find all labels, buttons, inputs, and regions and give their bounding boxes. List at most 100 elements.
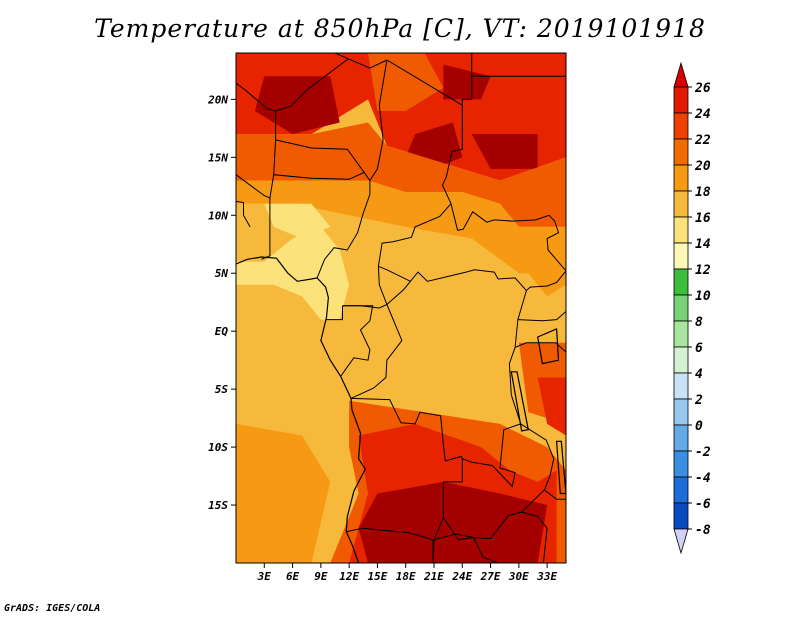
country-border xyxy=(340,305,374,377)
lon-tick-label: 30E xyxy=(508,570,529,583)
country-border xyxy=(386,280,411,305)
colorbar-swatch xyxy=(673,476,689,504)
lake-malawi xyxy=(555,440,566,495)
colorbar-swatch xyxy=(673,112,689,140)
colorbar-label: 2 xyxy=(694,393,703,408)
colorbar-swatch xyxy=(673,450,689,478)
colorbar-label: 24 xyxy=(694,107,711,122)
country-border xyxy=(342,59,463,309)
country-border xyxy=(378,265,566,292)
lat-tick-label: 5N xyxy=(215,267,229,280)
country-border xyxy=(236,200,251,228)
lat-tick-label: 15N xyxy=(208,151,228,164)
colorbar-label: -4 xyxy=(695,471,711,486)
temp-region-east-africa-warm xyxy=(518,226,566,297)
lat-tick-label: 15S xyxy=(208,499,228,512)
country-border xyxy=(269,171,371,198)
lon-tick-label: 27E xyxy=(480,570,501,583)
colorbar-label: 26 xyxy=(694,81,711,96)
map-title: Temperature at 850hPa [C], VT: 201910191… xyxy=(94,14,706,43)
colorbar-mask xyxy=(673,529,689,584)
grads-credit: GrADS: IGES/COLA xyxy=(4,603,101,614)
lat-tick-label: 20N xyxy=(207,93,228,106)
colorbar-swatch xyxy=(673,346,689,374)
country-border xyxy=(334,53,349,60)
temp-region-nigeria-cool xyxy=(264,203,331,239)
country-border xyxy=(521,511,548,563)
colorbar-label: 16 xyxy=(695,211,711,226)
colorbar-label: 22 xyxy=(694,133,711,148)
country-border xyxy=(275,139,365,173)
lat-tick-label: EQ xyxy=(215,325,229,338)
country-border xyxy=(461,75,566,106)
colorbar-swatch xyxy=(673,502,689,530)
temp-region-sudan-hot xyxy=(471,134,538,169)
lon-tick-label: 15E xyxy=(367,570,387,583)
colorbar-swatch xyxy=(673,424,689,452)
colorbar-swatch xyxy=(673,190,689,218)
temp-region-tibesti-warm xyxy=(368,53,444,111)
temp-region-gulf-of-guinea-cool xyxy=(236,226,350,320)
colorbar-swatch xyxy=(673,164,689,192)
colorbar-label: -6 xyxy=(695,497,711,512)
colorbar-label: 0 xyxy=(695,419,703,434)
colorbar-over-triangle xyxy=(673,61,689,88)
lat-tick-label: 10N xyxy=(208,209,228,222)
colorbar-swatch xyxy=(673,242,689,270)
temperature-field xyxy=(236,53,566,563)
country-border xyxy=(326,305,343,321)
lake-tanganyika xyxy=(510,371,530,432)
colorbar-swatch xyxy=(673,294,689,322)
country-border xyxy=(346,527,474,541)
colorbar-swatch xyxy=(673,86,689,114)
colorbar-label: 10 xyxy=(695,289,711,304)
colorbar-label: 18 xyxy=(695,185,711,200)
colorbar-swatch xyxy=(673,138,689,166)
colorbar-label: 20 xyxy=(694,159,711,174)
colorbar-label: 4 xyxy=(695,367,703,382)
lon-tick-label: 9E xyxy=(314,570,328,583)
temp-region-ocean-south-warm xyxy=(236,423,331,563)
temp-region-savanna-north xyxy=(236,180,566,274)
lon-tick-label: 12E xyxy=(339,570,359,583)
country-border xyxy=(450,203,566,272)
colorbar-label: 12 xyxy=(695,263,711,278)
latitude-axis: 20N 15N 10N 5N EQ 5S 10S 15S xyxy=(207,93,236,512)
political-borders xyxy=(236,53,566,563)
country-border xyxy=(514,342,566,353)
country-border xyxy=(316,180,371,279)
country-border xyxy=(473,537,499,563)
lon-tick-label: 33E xyxy=(536,570,557,583)
lake-victoria xyxy=(537,328,560,365)
lon-tick-label: 24E xyxy=(451,570,472,583)
colorbar-swatch xyxy=(673,372,689,400)
country-border xyxy=(350,290,527,488)
temp-region-tanzania-hot xyxy=(537,377,566,436)
temp-region-kalahari-hot xyxy=(358,481,548,563)
colorbar-under-triangle-top xyxy=(673,528,689,555)
lon-tick-label: 6E xyxy=(286,570,300,583)
country-border xyxy=(517,311,566,322)
country-border xyxy=(443,458,463,483)
temp-region-libya-hot xyxy=(443,64,491,100)
country-border xyxy=(442,423,555,541)
lon-tick-label: 18E xyxy=(396,570,416,583)
country-border xyxy=(543,489,566,500)
colorbar-swatch xyxy=(673,398,689,426)
lon-tick-label: 21E xyxy=(423,570,444,583)
longitude-axis: 3E 6E 9E 12E 15E 18E 21E 24E 27E 30E 33E xyxy=(257,563,557,583)
colorbar-swatch xyxy=(673,320,689,348)
colorbar-label: 8 xyxy=(695,315,703,330)
country-border xyxy=(275,58,388,112)
country-border xyxy=(350,304,403,399)
country-border xyxy=(236,82,277,175)
colorbar-swatch xyxy=(673,216,689,244)
colorbar-swatch xyxy=(673,268,689,296)
colorbar-label: 6 xyxy=(695,341,703,356)
lat-tick-label: 10S xyxy=(208,441,228,454)
lon-tick-label: 3E xyxy=(257,570,272,583)
colorbar-label: -2 xyxy=(695,445,711,460)
lat-tick-label: 5S xyxy=(215,383,229,396)
